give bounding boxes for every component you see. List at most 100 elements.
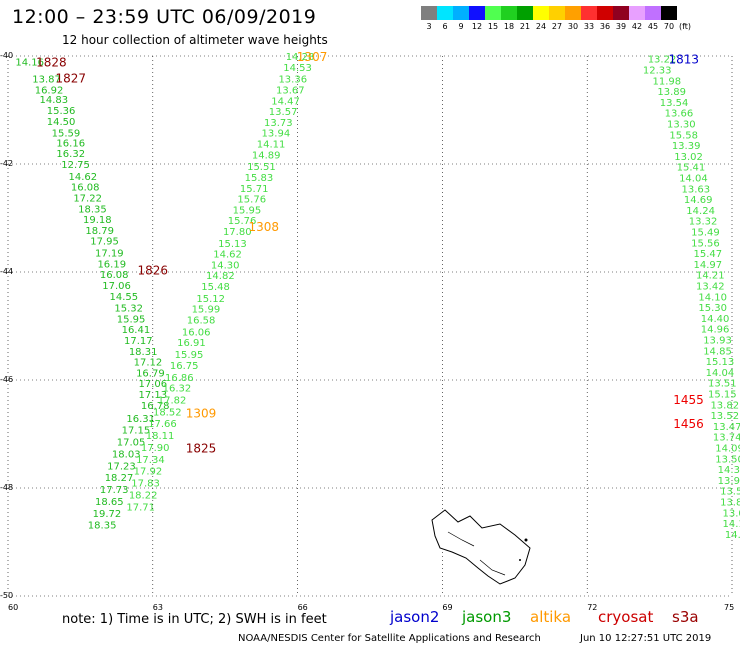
colorbar-label: 39 (615, 22, 627, 31)
wave-height-value: 14.85 (703, 346, 732, 357)
wave-height-value: 13.36 (278, 75, 307, 86)
wave-height-value: 14.28 (286, 52, 315, 63)
wave-height-value: 15.13 (218, 239, 247, 250)
orbit-time-label: 1828 (36, 55, 67, 69)
wave-height-value: 17.80 (223, 227, 252, 238)
colorbar-swatch (517, 6, 533, 20)
wave-height-value: 17.73 (100, 485, 129, 496)
wave-height-value: 13.73 (264, 118, 293, 129)
wave-height-value: 13.22 (648, 55, 677, 66)
wave-height-value: 15.83 (245, 173, 274, 184)
wave-height-value: 15.41 (677, 163, 706, 174)
wave-height-value: 14.30 (718, 465, 740, 476)
wave-height-value: 17.34 (136, 455, 165, 466)
wave-height-value: 15.12 (196, 294, 225, 305)
legend-item-jason2: jason2 (390, 608, 440, 626)
wave-height-value: 14.96 (701, 325, 730, 336)
wave-height-value: 14.09 (715, 444, 740, 455)
colorbar-swatch (485, 6, 501, 20)
colorbar-label: 6 (442, 22, 448, 31)
wave-height-value: 17.23 (107, 461, 136, 472)
orbit-time-label: 1456 (673, 417, 704, 431)
colorbar-label: 18 (503, 22, 515, 31)
orbit-time-label: 1825 (186, 442, 217, 456)
wave-height-value: 17.05 (117, 438, 146, 449)
wave-height-value: 15.76 (228, 216, 257, 227)
wave-height-value: 14.40 (701, 314, 730, 325)
wave-height-value: 16.08 (100, 270, 129, 281)
wave-height-value: 12.75 (61, 160, 90, 171)
wave-height-value: 14.16 (15, 57, 44, 68)
footer-note: note: 1) Time is in UTC; 2) SWH is in fe… (62, 612, 327, 627)
colorbar-label: (ft) (678, 22, 692, 31)
colorbar-swatch (661, 6, 677, 20)
wave-height-value: 16.16 (56, 138, 85, 149)
x-tick-label: 60 (8, 603, 19, 612)
orbit-time-label: 1813 (668, 53, 699, 67)
legend-item-altika: altika (530, 608, 572, 626)
wave-height-value: 16.92 (35, 85, 64, 96)
wave-height-value: 13.47 (713, 422, 740, 433)
wave-height-value: 14.62 (213, 250, 242, 261)
wave-height-value: 17.83 (131, 479, 160, 490)
y-tick-label: -50 (0, 591, 14, 600)
wave-height-value: 15.36 (47, 106, 76, 117)
wave-height-value: 17.12 (134, 358, 163, 369)
colorbar-swatch (469, 6, 485, 20)
legend-item-jason3: jason3 (462, 608, 512, 626)
legend-item-s3a: s3a (672, 608, 699, 626)
wave-height-value: 16.58 (187, 316, 216, 327)
wave-height-value: 18.52 (153, 407, 182, 418)
colorbar-label: 3 (426, 22, 432, 31)
wave-height-value: 14.30 (211, 260, 240, 271)
orbit-time-label: 1455 (673, 393, 704, 407)
wave-height-value: 16.75 (170, 361, 199, 372)
colorbar-label: 12 (471, 22, 483, 31)
colorbar-label: 33 (583, 22, 595, 31)
colorbar (421, 6, 677, 20)
wave-height-value: 14.50 (47, 117, 76, 128)
colorbar-label: 15 (487, 22, 499, 31)
y-tick-label: -46 (0, 375, 14, 384)
wave-height-value: 13.42 (696, 282, 725, 293)
wave-height-value: 16.31 (126, 414, 155, 425)
wave-height-value: 18.79 (85, 226, 114, 237)
wave-height-value: 17.19 (95, 249, 124, 260)
colorbar-swatch (597, 6, 613, 20)
colorbar-swatch (549, 6, 565, 20)
legend-item-cryosat: cryosat (598, 608, 654, 626)
wave-height-value: 15.58 (669, 130, 698, 141)
wave-height-value: 13.98 (718, 476, 740, 487)
wave-height-value: 11.98 (653, 76, 682, 87)
colorbar-swatch (581, 6, 597, 20)
colorbar-label: 36 (599, 22, 611, 31)
wave-height-value: 14.89 (252, 150, 281, 161)
colorbar-label: 70 (663, 22, 675, 31)
wave-height-value: 13.51 (708, 379, 737, 390)
wave-height-value: 14.62 (68, 172, 97, 183)
wave-height-value: 15.95 (233, 205, 262, 216)
wave-height-value: 13.87 (32, 75, 61, 86)
wave-height-value: 14.69 (684, 195, 713, 206)
wave-height-value: 13.32 (689, 217, 718, 228)
wave-height-value: 16.41 (122, 325, 151, 336)
y-tick-label: -42 (0, 159, 14, 168)
wave-height-value: 18.22 (129, 490, 158, 501)
wave-height-value: 15.48 (201, 282, 230, 293)
map-grid (7, 55, 733, 597)
wave-height-value: 19.18 (83, 215, 112, 226)
wave-height-value: 13.55 (720, 487, 740, 498)
wave-height-value: 14.47 (271, 96, 300, 107)
colorbar-label: 30 (567, 22, 579, 31)
wave-height-value: 15.71 (240, 184, 269, 195)
wave-height-value: 13.66 (665, 109, 694, 120)
orbit-time-label: 1308 (249, 220, 280, 234)
wave-height-value: 14.10 (698, 292, 727, 303)
orbit-time-label: 1826 (138, 263, 169, 277)
wave-height-value: 17.13 (138, 390, 167, 401)
wave-height-value: 13.57 (269, 107, 298, 118)
wave-height-value: 13.94 (262, 129, 291, 140)
wave-height-value: 14.97 (694, 260, 723, 271)
wave-height-value: 15.95 (175, 350, 204, 361)
